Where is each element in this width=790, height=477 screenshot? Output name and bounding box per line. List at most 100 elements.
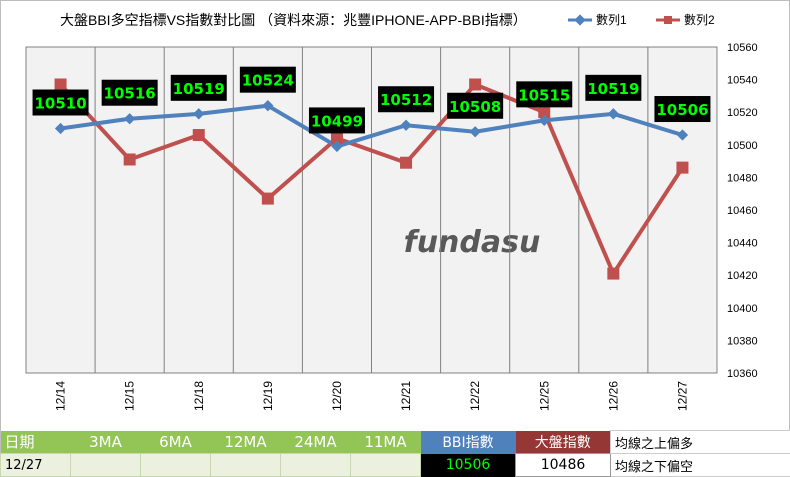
series1-line (60, 103, 684, 149)
series-lines (59, 82, 685, 276)
y-tick-label: 10360 (727, 368, 758, 380)
data-label-box (239, 66, 296, 93)
x-tick-label: 12/19 (261, 381, 275, 411)
series2-point (261, 192, 274, 205)
legend-marker-series2 (664, 16, 672, 24)
legend-label-series2: 數列2 (684, 13, 715, 27)
legend: 數列1 數列2 (568, 13, 715, 27)
y-tick-label: 10420 (727, 270, 758, 282)
x-tick-label: 12/26 (606, 381, 620, 411)
x-tick-label: 12/27 (675, 381, 689, 411)
chart: 大盤BBI多空指標VS指數對比圖 （資料來源：兆豐IPHONE-APP-BBI指… (25, 12, 758, 411)
series2-point (607, 267, 620, 280)
cell-index-value: 10486 (515, 453, 611, 477)
y-tick-label: 10440 (727, 238, 758, 250)
data-label-box (101, 79, 158, 106)
series1-point (331, 140, 343, 153)
data-label: 10519 (585, 74, 642, 101)
x-tick-label: 12/18 (192, 381, 206, 411)
y-tick-label: 10400 (727, 303, 758, 315)
x-tick-label: 12/22 (468, 381, 482, 411)
data-label-box (447, 92, 504, 119)
header-24ma: 24MA (280, 430, 351, 454)
data-label-text: 10519 (173, 80, 225, 98)
y-tick-label: 10380 (727, 335, 758, 347)
data-label-text: 10515 (518, 86, 570, 104)
y-tick-label: 10480 (727, 172, 758, 184)
series2-point (192, 129, 205, 142)
data-label-box (32, 89, 89, 116)
data-label-box (516, 81, 573, 108)
y-axis: 10360 10380 10400 10420 10440 10460 10480 10500… (727, 42, 758, 380)
data-label: 10510 (32, 89, 89, 116)
x-tick-label: 12/14 (54, 381, 68, 411)
data-label: 10516 (101, 79, 158, 106)
header-3ma: 3MA (70, 430, 141, 454)
x-tick-label: 12/21 (399, 381, 413, 411)
cell-12ma (210, 453, 281, 477)
data-label-box (378, 86, 435, 113)
header-12ma: 12MA (210, 430, 281, 454)
data-label-text: 10524 (242, 72, 294, 90)
series2-point (469, 78, 482, 91)
note-above: 均線之上偏多 (610, 430, 790, 454)
data-label-box (585, 74, 642, 101)
data-label-box (308, 107, 365, 134)
series1-point (54, 122, 67, 135)
x-tick-label: 12/25 (537, 381, 551, 411)
data-label-text: 10499 (311, 112, 363, 130)
y-tick-label: 10460 (727, 205, 758, 217)
series2-point (400, 156, 413, 169)
cell-date: 12/27 (0, 453, 71, 477)
header-bbi: BBI指數 (420, 430, 516, 454)
series2-point (123, 153, 136, 166)
legend-label-series1: 數列1 (596, 13, 627, 27)
data-label: 10508 (447, 92, 504, 119)
cell-11ma (350, 453, 421, 477)
x-tick-label: 12/20 (330, 381, 344, 411)
cell-bbi-value: 10506 (420, 453, 516, 477)
data-label-text: 10512 (380, 91, 432, 109)
data-label-text: 10506 (656, 101, 708, 119)
note-below: 均線之下偏空 (610, 453, 790, 477)
summary-table: 日期 3MA 6MA 12MA 24MA 11MA BBI指數 大盤指數 均線之… (0, 430, 790, 477)
data-label: 10506 (654, 96, 711, 123)
header-date: 日期 (0, 430, 71, 454)
table-header-row: 日期 3MA 6MA 12MA 24MA 11MA BBI指數 大盤指數 均線之… (0, 430, 790, 454)
watermark: fundasu (404, 225, 541, 260)
series2-point (676, 161, 689, 174)
data-label-text: 10519 (587, 80, 639, 98)
table-data-row: 12/27 10506 10486 均線之下偏空 (0, 453, 790, 477)
y-tick-label: 10500 (727, 140, 758, 152)
data-label: 10519 (170, 74, 227, 101)
data-label-box (170, 74, 227, 101)
data-labels: 10510 10516 10519 10524 10499 10512 10508 10515… (32, 66, 711, 134)
header-index: 大盤指數 (515, 430, 611, 454)
y-tick-label: 10540 (727, 75, 758, 87)
series2-point (54, 78, 67, 91)
cell-3ma (70, 453, 141, 477)
series1-point (469, 126, 481, 138)
header-6ma: 6MA (140, 430, 211, 454)
cell-6ma (140, 453, 211, 477)
series2-line (59, 82, 685, 276)
data-label-text: 10510 (34, 95, 86, 113)
data-label: 10524 (239, 66, 296, 93)
series-markers (54, 78, 689, 280)
y-tick-label: 10560 (727, 42, 758, 54)
series2-point (330, 132, 343, 145)
series1-point (676, 129, 689, 141)
data-label: 10512 (378, 86, 435, 113)
x-tick-label: 12/15 (123, 381, 137, 411)
gridlines (94, 47, 649, 373)
chart-title: 大盤BBI多空指標VS指數對比圖 （資料來源：兆豐IPHONE-APP-BBI指… (60, 12, 527, 28)
data-label-text: 10516 (104, 85, 156, 103)
data-label-text: 10508 (449, 98, 501, 116)
data-label: 10499 (308, 107, 365, 134)
series2-point (538, 106, 551, 119)
legend-marker-series1 (574, 14, 586, 26)
header-11ma: 11MA (350, 430, 421, 454)
series1-point (123, 113, 136, 125)
x-axis: 12/14 12/15 12/18 12/19 12/20 12/21 12/22 12/25… (54, 381, 690, 411)
y-tick-label: 10520 (727, 107, 758, 119)
